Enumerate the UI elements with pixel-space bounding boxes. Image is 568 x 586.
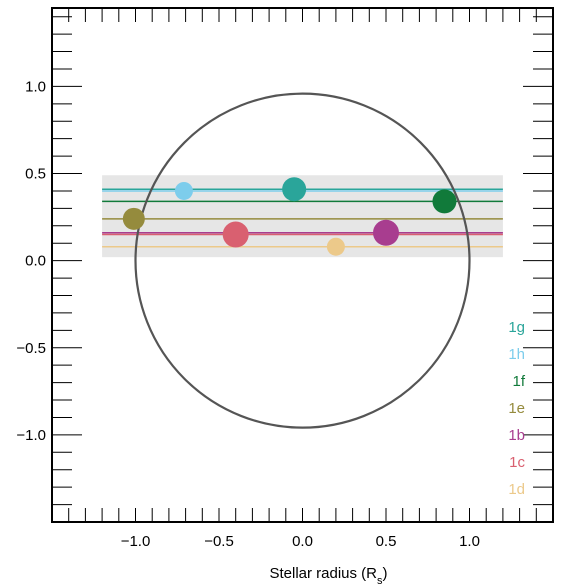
x-tick-label: −1.0 [121, 533, 151, 550]
x-tick-label: 0.5 [376, 533, 397, 550]
planet-marker-1c [222, 221, 249, 248]
tick-labels: −1.0 −0.5 0.0 0.5 1.0 1.0 0.5 0.0 −0.5 −1.0 [16, 78, 480, 550]
y-tick-label: 0.0 [25, 253, 46, 270]
x-axis-title: Stellar radius (Rs) [269, 565, 387, 586]
x-axis-title-main: Stellar radius (R [269, 565, 377, 582]
legend: 1g 1h 1f 1e 1b 1c 1d [508, 319, 526, 498]
plot-frame [51, 7, 554, 523]
planet-marker-1g [282, 177, 307, 202]
x-tick-label: −0.5 [204, 533, 234, 550]
planet-marker-1b [373, 219, 399, 246]
legend-label-1f: 1f [512, 373, 525, 390]
y-tick-label: 1.0 [25, 78, 46, 95]
legend-label-1h: 1h [508, 346, 525, 363]
legend-label-1b: 1b [508, 427, 525, 444]
x-axis-title-sub: s [377, 575, 383, 586]
x-tick-label: 0.0 [292, 533, 313, 550]
x-tick-label: 1.0 [459, 533, 480, 550]
y-tick-label: −1.0 [16, 427, 46, 444]
stellar-disk [134, 92, 471, 429]
axis-ticks [52, 8, 553, 522]
planet-markers [122, 177, 457, 256]
planet-marker-1f [432, 189, 457, 214]
x-axis-title-close: ) [383, 565, 388, 582]
legend-label-1d: 1d [508, 481, 525, 498]
legend-label-1e: 1e [508, 400, 525, 417]
planet-marker-1h [174, 181, 193, 200]
planet-marker-1e [122, 207, 145, 230]
planet-marker-1d [326, 237, 345, 256]
y-tick-label: 0.5 [25, 166, 46, 183]
legend-label-1c: 1c [509, 454, 525, 471]
legend-label-1g: 1g [508, 319, 525, 336]
y-tick-label: −0.5 [16, 340, 46, 357]
